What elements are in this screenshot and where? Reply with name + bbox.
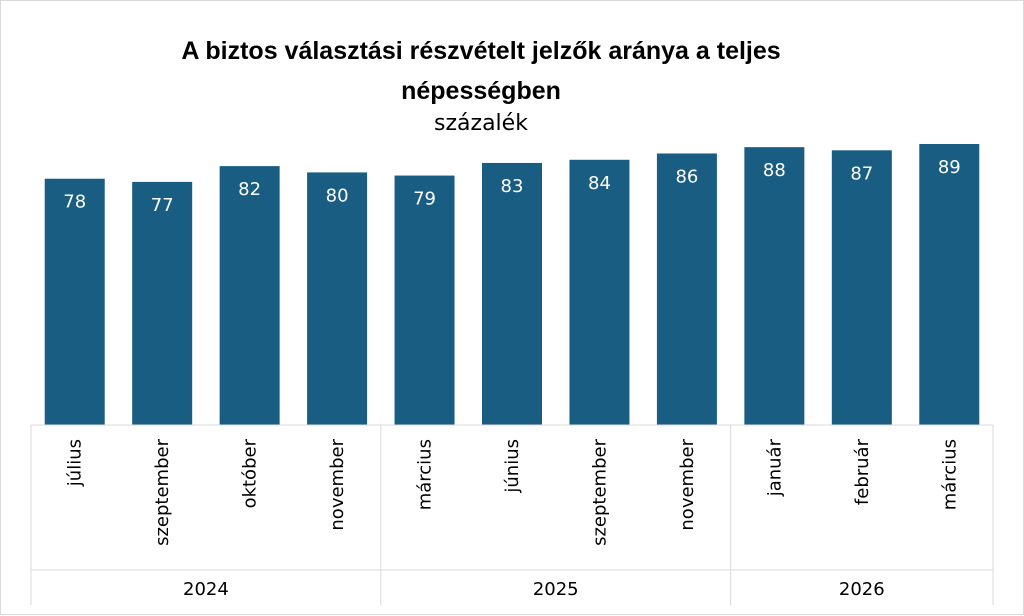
- category-label: január: [764, 438, 785, 497]
- bar-value-label: 77: [151, 195, 174, 216]
- bar-value-label: 84: [588, 173, 611, 194]
- bar-value-label: 83: [501, 176, 524, 197]
- bar: [919, 144, 980, 425]
- category-label: február: [852, 438, 873, 505]
- bar-value-label: 82: [238, 179, 261, 200]
- bar: [307, 172, 368, 425]
- bar: [569, 159, 630, 426]
- bar: [219, 166, 280, 425]
- chart-title: A biztos választási részvételt jelzők ar…: [181, 37, 781, 105]
- category-label: szeptember: [589, 438, 610, 545]
- bar: [394, 175, 455, 425]
- category-label: március: [415, 439, 436, 510]
- bar-value-label: 78: [63, 192, 86, 213]
- category-label: július: [65, 439, 86, 487]
- category-label: november: [677, 438, 698, 530]
- bar-value-label: 88: [763, 160, 786, 181]
- category-label: szeptember: [152, 438, 173, 545]
- bar-value-label: 87: [850, 163, 873, 184]
- category-label: június: [502, 439, 523, 494]
- chart-subtitle: százalék: [434, 111, 528, 136]
- bar: [656, 153, 717, 425]
- year-group-label: 2026: [839, 579, 885, 600]
- category-label: november: [327, 438, 348, 530]
- bar: [482, 162, 542, 425]
- bar-value-label: 89: [938, 157, 961, 178]
- bar: [831, 150, 892, 425]
- bar: [44, 178, 105, 425]
- bar: [744, 147, 805, 426]
- bar: [132, 181, 193, 425]
- year-group-label: 2025: [533, 579, 579, 600]
- category-label: október: [240, 438, 261, 508]
- category-label: március: [939, 439, 960, 510]
- bar-value-label: 86: [675, 166, 698, 187]
- year-group-label: 2024: [183, 579, 229, 600]
- bar-value-label: 79: [413, 189, 436, 210]
- bar-value-label: 80: [326, 185, 349, 206]
